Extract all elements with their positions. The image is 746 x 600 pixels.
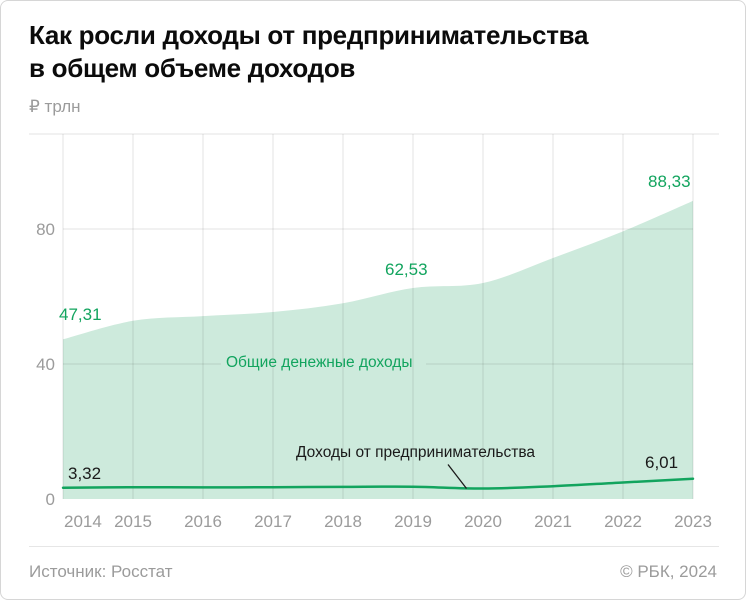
y-axis-tick: 80 xyxy=(36,220,55,239)
x-axis-tick: 2018 xyxy=(324,512,362,531)
x-axis-tick: 2020 xyxy=(464,512,502,531)
value-label-business-2014: 3,32 xyxy=(68,464,102,483)
footer-divider xyxy=(29,546,719,547)
x-axis-tick: 2017 xyxy=(254,512,292,531)
y-axis-tick: 40 xyxy=(36,355,55,374)
x-axis-tick: 2021 xyxy=(534,512,572,531)
page-title-line2: в общем объеме доходов xyxy=(29,53,356,83)
x-axis-tick: 2014 xyxy=(64,512,102,531)
unit-label: ₽ трлн xyxy=(29,97,81,116)
value-label-business-2023: 6,01 xyxy=(645,453,679,472)
area-total-income xyxy=(63,200,693,499)
copyright-credit: © РБК, 2024 xyxy=(620,562,717,581)
source-credit: Источник: Росстат xyxy=(29,562,173,581)
page-title: Как росли доходы от предпринимательства … xyxy=(29,19,729,85)
page-title-line1: Как росли доходы от предпринимательства xyxy=(29,20,589,50)
value-label-total-2023: 88,33 xyxy=(648,172,691,191)
x-axis-tick: 2015 xyxy=(114,512,152,531)
line-business-income xyxy=(61,477,695,490)
value-label-total-2019: 62,53 xyxy=(385,260,428,279)
series-label-business-income: Доходы от предпринимательства xyxy=(296,444,535,461)
x-axis-tick: 2022 xyxy=(604,512,642,531)
series-label-total-income: Общие денежные доходы xyxy=(226,354,413,371)
value-label-total-2014: 47,31 xyxy=(59,305,102,324)
x-axis-tick: 2019 xyxy=(394,512,432,531)
x-axis-tick: 2016 xyxy=(184,512,222,531)
y-axis-tick: 0 xyxy=(45,490,55,509)
x-axis-tick: 2023 xyxy=(674,512,712,531)
